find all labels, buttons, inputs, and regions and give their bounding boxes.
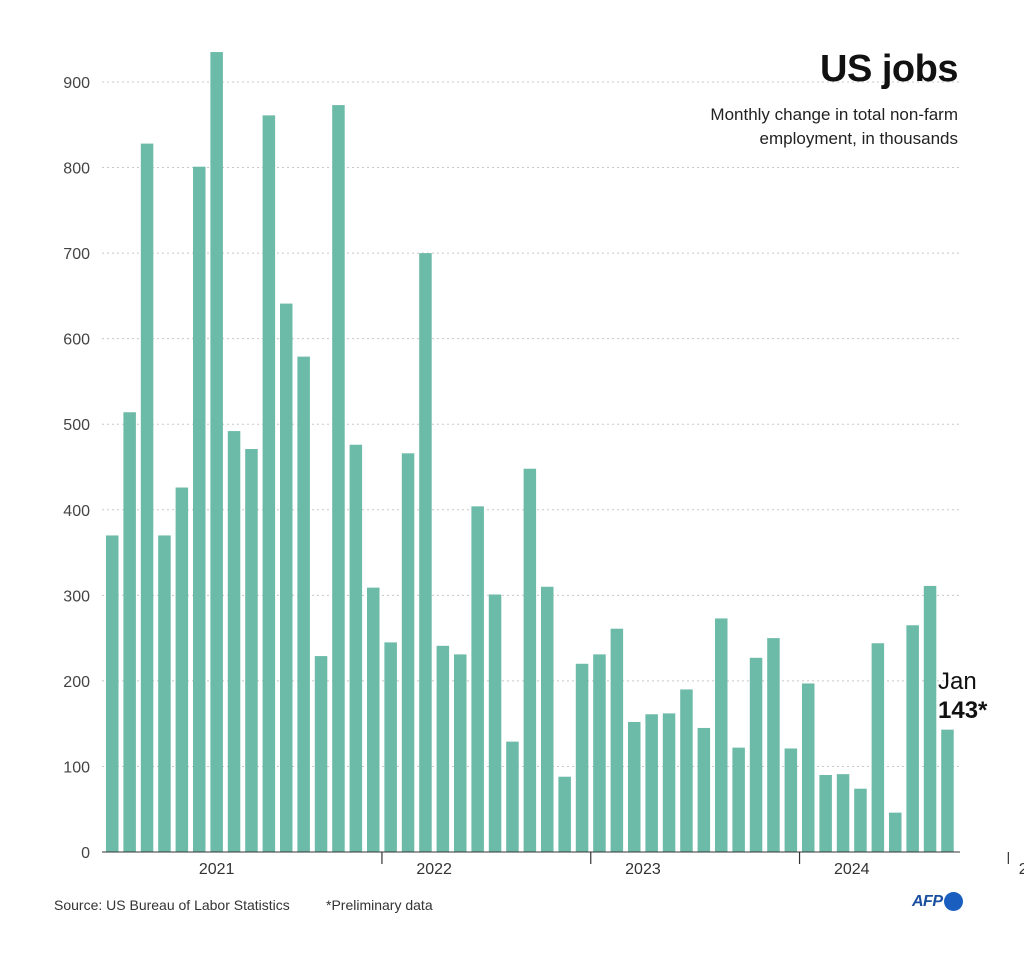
bar [245,449,258,852]
bar [175,487,189,852]
bar [923,585,937,852]
y-tick-label: 500 [63,417,90,434]
bar [210,52,223,853]
afp-logo-text: AFP [912,892,943,910]
bar [819,775,832,852]
bar [401,453,415,852]
y-tick-label: 400 [63,503,90,520]
bar [889,812,902,852]
bar [454,654,467,852]
bar [732,747,745,852]
bar [662,713,676,852]
chart-title: US jobs [820,48,958,90]
bar [523,468,537,852]
bar [784,748,798,852]
x-year-label: 2024 [834,861,870,878]
bar [367,587,380,852]
bar [158,535,171,852]
bar [854,788,867,852]
bar [297,356,310,852]
bar [575,663,589,852]
afp-logo-dot-icon [943,892,963,911]
bar [628,721,641,852]
x-year-label: 2023 [625,861,661,878]
bar [506,741,519,852]
bar [593,654,606,852]
y-tick-label: 100 [63,759,90,776]
bar [906,625,919,852]
bar [106,535,119,852]
latest-month-label: Jan [938,668,977,695]
bar [802,683,815,852]
bar [436,645,450,852]
bar [645,714,658,852]
bar [715,618,728,852]
bar [488,594,502,852]
bar [349,444,363,852]
afp-logo: AFP [912,892,963,911]
bar [262,115,276,852]
x-year-label: 2022 [416,861,452,878]
bar [697,727,711,852]
bar [314,656,328,852]
preliminary-note: *Preliminary data [326,897,433,913]
bar [280,303,293,853]
x-year-label: 25 [1019,861,1024,878]
bar [836,774,850,852]
bar [227,431,241,852]
y-tick-label: 300 [63,588,90,605]
bar [541,586,554,852]
bar [332,105,345,853]
source-note: Source: US Bureau of Labor Statistics [54,897,290,913]
bar [610,628,624,852]
bar [193,166,206,852]
bar [871,643,885,852]
x-year-label: 2021 [199,861,235,878]
bar [419,253,432,853]
bar [384,642,397,852]
y-tick-label: 900 [63,75,90,92]
bar [558,776,571,852]
chart-subtitle: Monthly change in total non-farm employm… [710,105,958,148]
y-tick-label: 800 [63,161,90,178]
bar [471,506,484,852]
bar [680,689,693,852]
bar [123,412,136,852]
bar [749,657,763,852]
latest-value-label: 143* [938,697,988,724]
bar [767,638,780,852]
y-tick-label: 0 [81,845,90,862]
y-tick-label: 700 [63,246,90,263]
y-tick-label: 600 [63,332,90,349]
bar [140,143,154,853]
bar [941,729,954,852]
y-tick-label: 200 [63,674,90,691]
